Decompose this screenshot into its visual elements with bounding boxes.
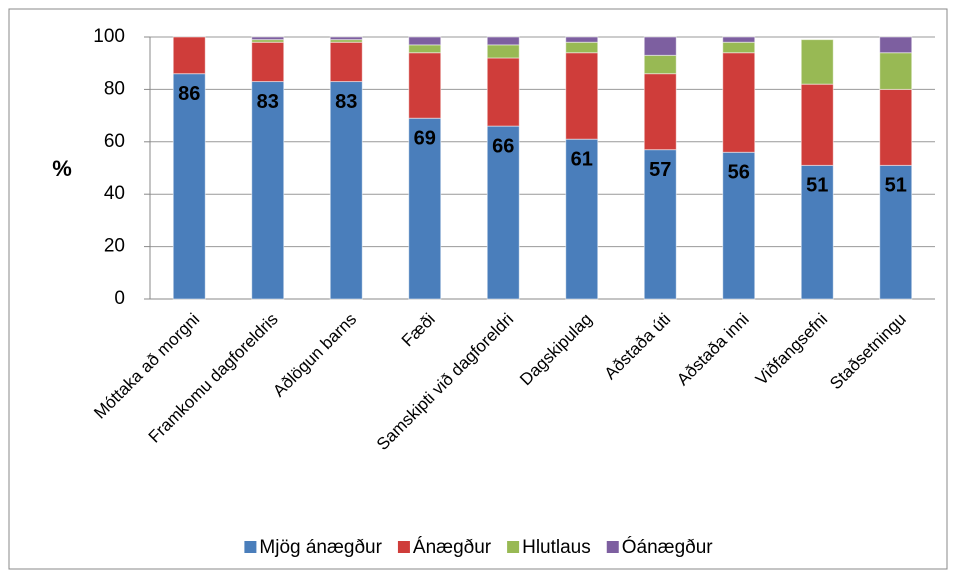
- bar-segment: [329, 81, 363, 300]
- bar-segment: [643, 149, 677, 300]
- legend: Mjög ánægður Ánægður Hlutlaus Óánægður: [244, 536, 713, 558]
- y-tick-label: 40: [104, 183, 125, 204]
- bar-segment: [251, 36, 285, 41]
- bar-segment: [565, 36, 599, 43]
- chart-border: [8, 8, 948, 570]
- bar-segment: [565, 138, 599, 300]
- bar-segment: [251, 81, 285, 300]
- bar-segment: [486, 125, 520, 300]
- bar-segment: [329, 36, 363, 41]
- bar-segment: [643, 73, 677, 151]
- legend-label: Óánægður: [622, 536, 714, 558]
- legend-swatch: [244, 541, 257, 553]
- y-tick-label: 80: [104, 78, 125, 99]
- bar-segment: [879, 36, 913, 54]
- bar-segment: [486, 44, 520, 59]
- y-tick-label: 20: [104, 236, 125, 257]
- data-label: 56: [728, 162, 750, 184]
- bar-segment: [408, 36, 442, 46]
- bar-segment: [172, 73, 206, 300]
- bar-segment: [722, 41, 756, 54]
- bar-segment: [722, 151, 756, 300]
- data-label: 69: [414, 128, 436, 150]
- data-label: 51: [806, 175, 828, 197]
- data-label: 61: [571, 148, 593, 170]
- data-label: 57: [649, 159, 671, 181]
- bar-segment: [408, 44, 442, 54]
- y-tick-label: 60: [104, 131, 125, 152]
- data-label: 51: [885, 175, 907, 197]
- bar-segment: [643, 36, 677, 56]
- y-axis-label: %: [52, 156, 72, 181]
- bar-segment: [486, 36, 520, 46]
- bar-segment: [329, 41, 363, 83]
- data-label: 66: [492, 135, 514, 157]
- legend-swatch: [507, 541, 520, 553]
- bar-segment: [408, 117, 442, 300]
- bar-segment: [879, 164, 913, 300]
- y-tick-label: 100: [93, 26, 125, 47]
- legend-swatch: [397, 541, 410, 553]
- data-label: 83: [335, 91, 357, 113]
- bar-segment: [643, 54, 677, 75]
- legend-swatch: [606, 541, 619, 553]
- data-label: 86: [178, 83, 200, 105]
- legend-label: Ánægður: [413, 537, 492, 558]
- bar-segment: [879, 52, 913, 90]
- y-tick-label: 0: [114, 288, 125, 309]
- legend-label: Mjög ánægður: [259, 537, 382, 558]
- bar-segment: [879, 88, 913, 166]
- bar-segment: [800, 39, 834, 85]
- bar-segment: [172, 36, 206, 75]
- bar-segment: [565, 41, 599, 54]
- bar-segment: [486, 57, 520, 127]
- bar-segment: [251, 41, 285, 83]
- bar-segment: [565, 52, 599, 140]
- bar-segment: [722, 36, 756, 43]
- bar-segment: [800, 83, 834, 166]
- legend-label: Hlutlaus: [522, 537, 591, 558]
- bar-segment: [722, 52, 756, 153]
- data-label: 83: [257, 91, 279, 113]
- bar-segment: [408, 52, 442, 119]
